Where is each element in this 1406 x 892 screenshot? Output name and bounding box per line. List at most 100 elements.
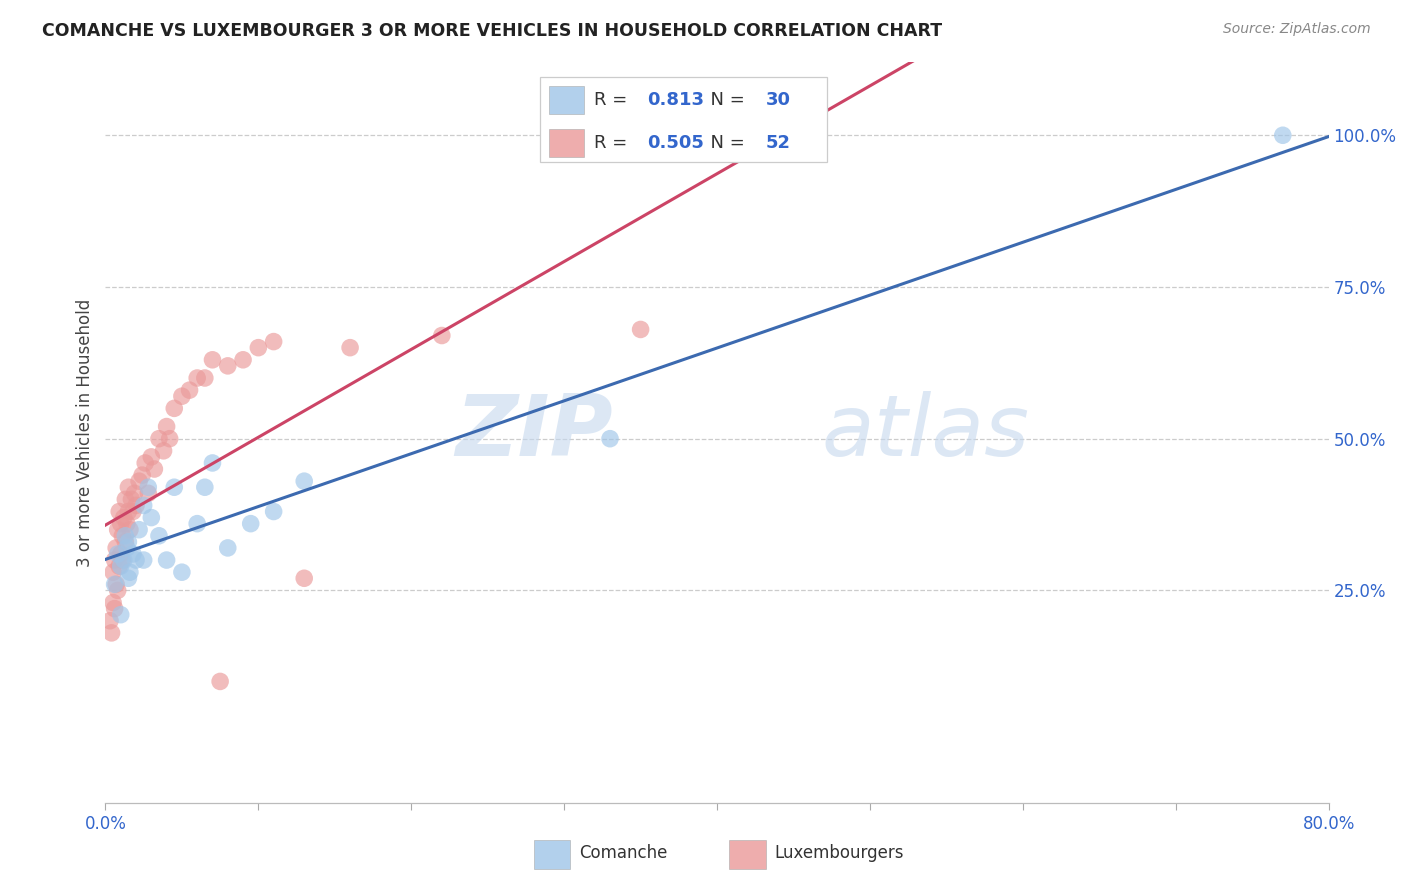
Point [128, 523, 150, 537]
Point [339, 341, 361, 355]
Point [217, 541, 239, 555]
Point [136, 480, 159, 494]
Point [117, 504, 139, 518]
Point [114, 492, 136, 507]
Bar [550, 87, 583, 114]
Point [115, 516, 138, 531]
Point [118, 565, 141, 579]
Text: 0.505: 0.505 [647, 134, 704, 152]
Point [163, 480, 186, 494]
Text: 30: 30 [766, 91, 792, 109]
Y-axis label: 3 or more Vehicles in Household: 3 or more Vehicles in Household [76, 299, 94, 566]
Point [122, 547, 145, 561]
Text: N =: N = [699, 134, 751, 152]
Point [194, 480, 217, 494]
Point [112, 510, 135, 524]
Point [125, 499, 148, 513]
Point [110, 607, 132, 622]
Point [128, 474, 150, 488]
Point [170, 565, 193, 579]
Point [112, 553, 135, 567]
Text: atlas: atlas [821, 391, 1029, 475]
Point [107, 547, 129, 561]
Point [186, 371, 208, 385]
Point [125, 553, 148, 567]
Point [120, 492, 142, 507]
Point [134, 456, 156, 470]
Text: R =: R = [593, 91, 633, 109]
Point [132, 553, 155, 567]
FancyBboxPatch shape [540, 78, 827, 162]
Text: COMANCHE VS LUXEMBOURGER 3 OR MORE VEHICLES IN HOUSEHOLD CORRELATION CHART: COMANCHE VS LUXEMBOURGER 3 OR MORE VEHIC… [42, 22, 942, 40]
Point [108, 504, 131, 518]
Point [117, 571, 139, 585]
Point [117, 534, 139, 549]
Point [107, 583, 129, 598]
Point [239, 516, 262, 531]
Text: N =: N = [699, 91, 751, 109]
Text: 0.813: 0.813 [647, 91, 704, 109]
Point [105, 577, 128, 591]
Point [179, 383, 201, 397]
Point [201, 352, 224, 367]
Bar [550, 128, 583, 157]
Point [107, 523, 129, 537]
Point [110, 559, 132, 574]
Point [110, 516, 132, 531]
Point [201, 456, 224, 470]
Point [599, 432, 621, 446]
Point [152, 443, 174, 458]
Point [136, 486, 159, 500]
Text: Luxembourgers: Luxembourgers [775, 844, 904, 863]
Bar [730, 840, 766, 870]
Point [114, 529, 136, 543]
Point [115, 541, 138, 555]
Point [186, 516, 208, 531]
Point [118, 523, 141, 537]
Point [132, 499, 155, 513]
Point [98, 614, 121, 628]
Point [101, 595, 124, 609]
Point [159, 432, 181, 446]
Point [163, 401, 186, 416]
Point [105, 541, 128, 555]
Point [292, 571, 315, 585]
Point [217, 359, 239, 373]
Point [263, 334, 285, 349]
Point [430, 328, 453, 343]
Point [117, 480, 139, 494]
Point [131, 468, 153, 483]
Point [148, 432, 170, 446]
Point [155, 419, 177, 434]
Point [110, 547, 132, 561]
Point [194, 371, 217, 385]
Point [143, 462, 166, 476]
Point [292, 474, 315, 488]
Bar [533, 840, 571, 870]
Point [114, 534, 136, 549]
Point [170, 389, 193, 403]
Point [104, 577, 127, 591]
Point [108, 559, 131, 574]
Point [124, 486, 146, 500]
Point [122, 504, 145, 518]
Point [101, 565, 124, 579]
Point [232, 352, 254, 367]
Text: R =: R = [593, 134, 633, 152]
Point [104, 601, 127, 615]
Point [111, 529, 134, 543]
Point [100, 626, 122, 640]
Point [111, 553, 134, 567]
Point [209, 674, 232, 689]
Point [263, 504, 285, 518]
Point [1271, 128, 1294, 143]
Point [630, 322, 652, 336]
Point [148, 529, 170, 543]
Point [155, 553, 177, 567]
Text: Comanche: Comanche [579, 844, 668, 863]
Point [141, 450, 163, 464]
Text: Source: ZipAtlas.com: Source: ZipAtlas.com [1223, 22, 1371, 37]
Point [141, 510, 163, 524]
Text: ZIP: ZIP [456, 391, 613, 475]
Text: 52: 52 [766, 134, 792, 152]
